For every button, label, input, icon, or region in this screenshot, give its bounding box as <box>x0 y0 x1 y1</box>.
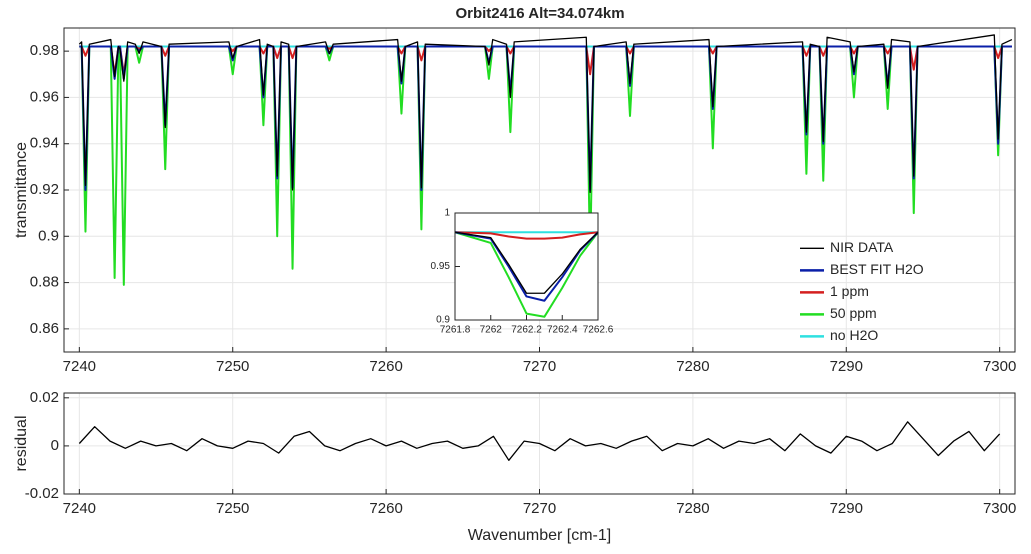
y-axis-label: residual <box>13 415 30 471</box>
y-tick-label: 0.94 <box>30 135 59 152</box>
y-tick-label: 0.95 <box>431 261 451 272</box>
inset-background <box>455 213 598 320</box>
series-line <box>454 231 599 294</box>
x-tick-label: 7240 <box>63 500 96 517</box>
x-tick-label: 7270 <box>523 358 556 375</box>
y-tick-label: 0.86 <box>30 320 59 337</box>
series-line <box>79 45 1012 191</box>
x-tick-label: 7270 <box>523 500 556 517</box>
axes-box <box>63 27 1016 353</box>
x-axis-label: Wavenumber [cm-1] <box>468 527 611 544</box>
x-tick-label: 7262 <box>480 325 503 336</box>
x-tick-label: 7262.2 <box>511 325 542 336</box>
x-tick-label: 7250 <box>216 358 249 375</box>
series-line <box>454 231 599 318</box>
y-tick-label: 0.96 <box>30 88 59 105</box>
x-tick-label: 7262.6 <box>583 325 614 336</box>
y-tick-label: 1 <box>444 208 450 219</box>
series-line <box>78 421 1001 461</box>
x-tick-label: 7290 <box>830 358 863 375</box>
x-tick-label: 7240 <box>63 358 96 375</box>
x-tick-label: 7300 <box>983 500 1016 517</box>
legend-label: 50 ppm <box>830 305 877 321</box>
axes-box <box>454 212 599 321</box>
y-tick-label: 0.98 <box>30 42 59 59</box>
y-tick-label: 0.92 <box>30 181 59 198</box>
series-line <box>79 45 1012 286</box>
x-tick-label: 7280 <box>676 358 709 375</box>
y-tick-label: 0.02 <box>30 389 59 406</box>
legend-label: no H2O <box>830 327 878 343</box>
x-tick-label: 7290 <box>830 500 863 517</box>
x-tick-label: 7250 <box>216 500 249 517</box>
y-tick-label: -0.02 <box>25 485 59 502</box>
y-tick-label: 0 <box>51 437 59 454</box>
x-tick-label: 7260 <box>369 358 402 375</box>
y-tick-label: 0.9 <box>436 315 450 326</box>
series-line <box>454 231 599 302</box>
series-line <box>78 34 1013 193</box>
y-tick-label: 0.88 <box>30 274 59 291</box>
legend-label: 1 ppm <box>830 283 869 299</box>
x-tick-label: 7262.4 <box>547 325 578 336</box>
y-tick-label: 0.9 <box>38 227 59 244</box>
chart-title: Orbit2416 Alt=34.074km <box>455 5 624 22</box>
axes-box <box>63 392 1016 495</box>
series-line <box>454 231 599 240</box>
x-tick-label: 7261.8 <box>440 325 471 336</box>
x-tick-label: 7260 <box>369 500 402 517</box>
x-tick-label: 7280 <box>676 500 709 517</box>
legend-label: BEST FIT H2O <box>830 261 924 277</box>
legend-label: NIR DATA <box>830 239 894 255</box>
x-tick-label: 7300 <box>983 358 1016 375</box>
y-axis-label: transmittance <box>13 142 30 238</box>
